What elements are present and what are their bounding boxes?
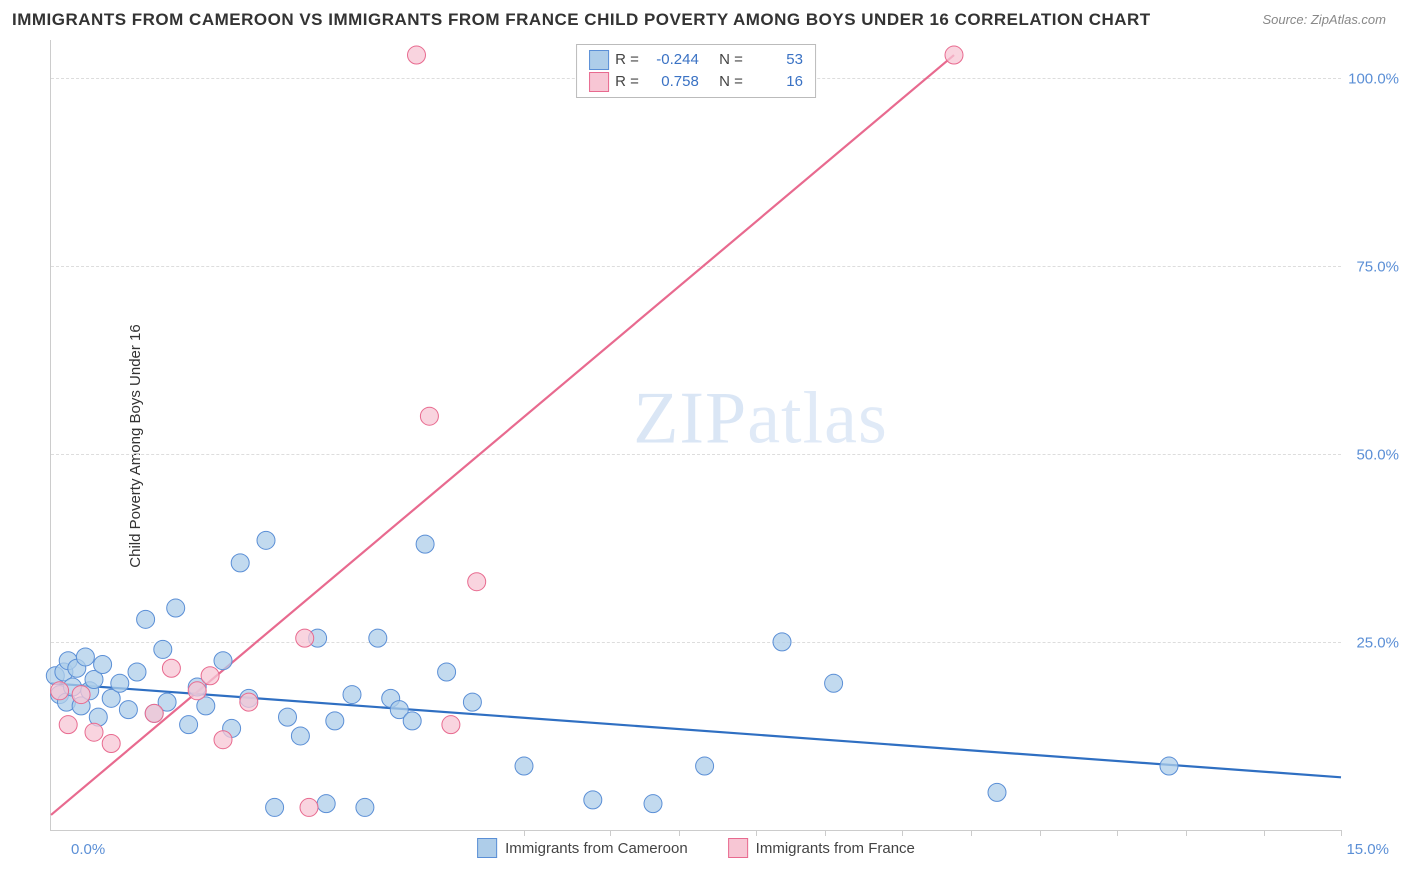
- x-tick: [610, 830, 611, 836]
- data-point-cameroon: [584, 791, 602, 809]
- data-point-france: [240, 693, 258, 711]
- data-point-cameroon: [137, 610, 155, 628]
- legend-france-N: 16: [749, 71, 803, 93]
- data-point-france: [102, 734, 120, 752]
- data-point-cameroon: [403, 712, 421, 730]
- data-point-france: [201, 667, 219, 685]
- data-point-cameroon: [266, 798, 284, 816]
- data-point-cameroon: [988, 783, 1006, 801]
- legend-france-R: 0.758: [645, 71, 699, 93]
- data-point-france: [145, 704, 163, 722]
- data-point-cameroon: [154, 640, 172, 658]
- x-tick: [1186, 830, 1187, 836]
- data-point-cameroon: [231, 554, 249, 572]
- x-tick: [825, 830, 826, 836]
- data-point-cameroon: [356, 798, 374, 816]
- source-label: Source:: [1262, 12, 1310, 27]
- legend-label-cameroon: Immigrants from Cameroon: [505, 840, 688, 857]
- data-point-cameroon: [515, 757, 533, 775]
- data-point-cameroon: [416, 535, 434, 553]
- data-point-cameroon: [369, 629, 387, 647]
- data-point-cameroon: [291, 727, 309, 745]
- legend-N-label-2: N =: [719, 71, 743, 93]
- data-point-cameroon: [128, 663, 146, 681]
- data-point-france: [408, 46, 426, 64]
- data-point-cameroon: [825, 674, 843, 692]
- legend-R-label: R =: [615, 49, 639, 71]
- x-tick: [756, 830, 757, 836]
- y-tick-label: 25.0%: [1356, 634, 1399, 651]
- legend-item-france: Immigrants from France: [728, 838, 915, 858]
- x-tick: [679, 830, 680, 836]
- legend-series-bottom: Immigrants from Cameroon Immigrants from…: [477, 838, 915, 858]
- chart-title: IMMIGRANTS FROM CAMEROON VS IMMIGRANTS F…: [12, 10, 1151, 30]
- data-point-france: [442, 716, 460, 734]
- data-point-cameroon: [180, 716, 198, 734]
- data-point-cameroon: [773, 633, 791, 651]
- data-point-cameroon: [167, 599, 185, 617]
- x-tick: [902, 830, 903, 836]
- legend-row-cameroon: R = -0.244 N = 53: [589, 49, 803, 71]
- data-point-cameroon: [438, 663, 456, 681]
- data-point-cameroon: [257, 531, 275, 549]
- data-point-cameroon: [326, 712, 344, 730]
- data-point-france: [468, 573, 486, 591]
- swatch-cameroon: [589, 50, 609, 70]
- data-point-france: [72, 686, 90, 704]
- x-tick: [971, 830, 972, 836]
- data-point-france: [85, 723, 103, 741]
- y-tick-label: 75.0%: [1356, 258, 1399, 275]
- swatch-france: [589, 72, 609, 92]
- data-point-cameroon: [279, 708, 297, 726]
- data-point-cameroon: [76, 648, 94, 666]
- data-point-france: [59, 716, 77, 734]
- data-point-cameroon: [94, 655, 112, 673]
- chart-plot-area: ZIPatlas 25.0%50.0%75.0%100.0% R = -0.24…: [50, 40, 1341, 831]
- data-point-cameroon: [119, 701, 137, 719]
- source-value: ZipAtlas.com: [1311, 12, 1386, 27]
- data-point-cameroon: [214, 652, 232, 670]
- data-point-cameroon: [317, 795, 335, 813]
- data-point-france: [296, 629, 314, 647]
- data-point-france: [420, 407, 438, 425]
- data-point-cameroon: [696, 757, 714, 775]
- y-tick-label: 100.0%: [1348, 70, 1399, 87]
- data-point-france: [300, 798, 318, 816]
- data-point-france: [162, 659, 180, 677]
- y-tick-label: 50.0%: [1356, 446, 1399, 463]
- data-point-france: [188, 682, 206, 700]
- data-point-france: [945, 46, 963, 64]
- data-point-cameroon: [343, 686, 361, 704]
- data-point-cameroon: [111, 674, 129, 692]
- data-point-cameroon: [644, 795, 662, 813]
- x-tick: [1117, 830, 1118, 836]
- x-tick: [1341, 830, 1342, 836]
- scatter-svg: [51, 40, 1341, 830]
- swatch-france-icon: [728, 838, 748, 858]
- source-attribution: Source: ZipAtlas.com: [1262, 12, 1386, 27]
- legend-correlation-box: R = -0.244 N = 53 R = 0.758 N = 16: [576, 44, 816, 98]
- legend-row-france: R = 0.758 N = 16: [589, 71, 803, 93]
- data-point-cameroon: [1160, 757, 1178, 775]
- legend-label-france: Immigrants from France: [756, 840, 915, 857]
- legend-item-cameroon: Immigrants from Cameroon: [477, 838, 688, 858]
- legend-N-label: N =: [719, 49, 743, 71]
- data-point-cameroon: [463, 693, 481, 711]
- x-axis-min-label: 0.0%: [71, 841, 105, 858]
- x-tick: [1040, 830, 1041, 836]
- data-point-france: [51, 682, 69, 700]
- legend-R-label-2: R =: [615, 71, 639, 93]
- legend-cameroon-N: 53: [749, 49, 803, 71]
- legend-cameroon-R: -0.244: [645, 49, 699, 71]
- data-point-france: [214, 731, 232, 749]
- x-axis-max-label: 15.0%: [1346, 841, 1389, 858]
- x-tick: [524, 830, 525, 836]
- swatch-cameroon-icon: [477, 838, 497, 858]
- x-tick: [1264, 830, 1265, 836]
- regression-line-france: [51, 55, 954, 815]
